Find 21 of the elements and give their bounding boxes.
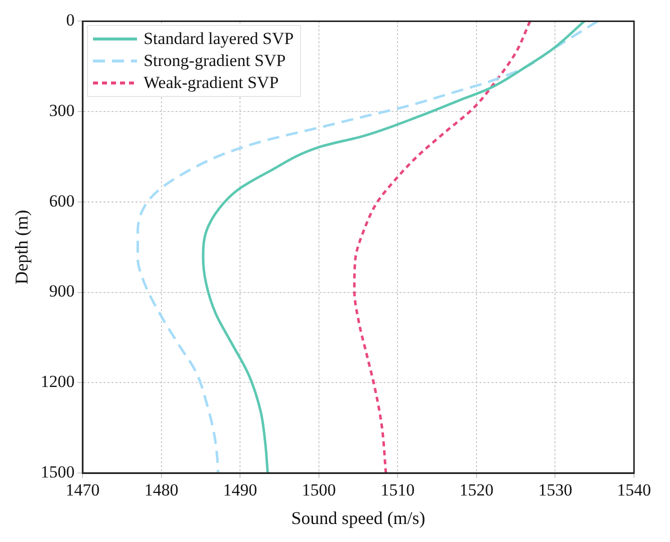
- x-tick-label: 1490: [223, 480, 258, 500]
- y-tick-label: 300: [49, 101, 75, 120]
- legend-label: Strong-gradient SVP: [144, 50, 286, 72]
- legend-label: Standard layered SVP: [144, 28, 294, 50]
- y-tick-label: 600: [49, 191, 75, 210]
- x-tick-label: 1500: [302, 480, 336, 500]
- x-tick-label: 1480: [144, 480, 178, 500]
- x-axis-title: Sound speed (m/s): [291, 508, 426, 528]
- x-tick-label: 1530: [538, 480, 572, 500]
- x-tick-label: 1540: [617, 480, 651, 500]
- y-tick-label: 1200: [40, 372, 75, 392]
- x-tick-label: 1510: [380, 480, 415, 500]
- line-series: [136, 21, 600, 473]
- y-tick-label: 1500: [40, 462, 75, 482]
- y-tick-label: 0: [66, 10, 75, 30]
- line-series: [353, 21, 532, 473]
- x-tick-label: 1470: [66, 480, 100, 500]
- y-axis-title: Depth (m): [12, 210, 32, 284]
- x-tick-label: 1520: [459, 480, 494, 500]
- legend-label: Weak-gradient SVP: [144, 72, 279, 94]
- y-tick-label: 900: [49, 282, 75, 301]
